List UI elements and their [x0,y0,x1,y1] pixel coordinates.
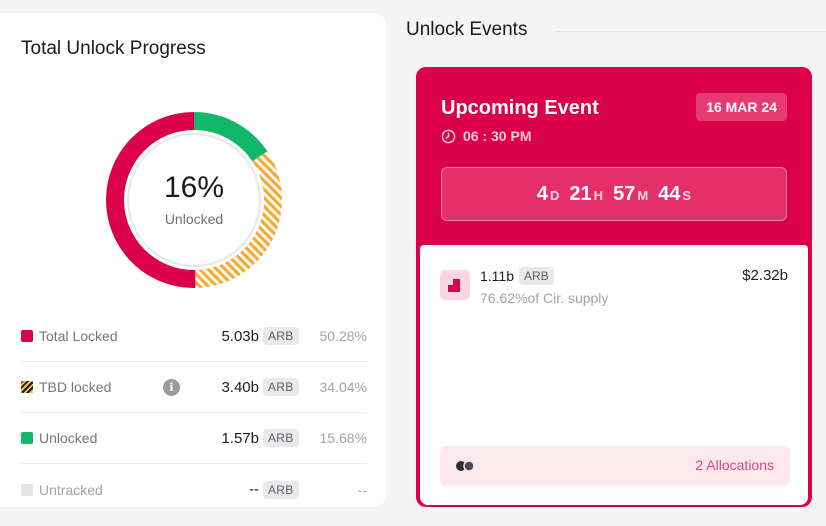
legend-name: Untracked [39,481,103,498]
legend-percent: 34.04% [319,379,367,395]
legend-amount: 1.57b [221,429,259,447]
circulating-supply-pct: 76.62%of Cir. supply [480,290,609,306]
legend-name: Unlocked [39,430,98,446]
event-date-badge: 16 MAR 24 [696,93,787,121]
unlock-category-icon [440,270,470,300]
section-divider [556,31,826,32]
countdown-minutes: 57 M [613,183,648,206]
unlocked-percent: 16% [163,171,225,204]
legend-row-untracked: Untracked -- ARB -- [21,464,367,515]
donut-segment-tbd-locked [106,112,282,288]
countdown-minutes-value: 57 [613,182,636,205]
legend-amount: 3.40b [221,378,259,396]
event-amount-value: 1.11b [480,268,514,284]
token-chip: ARB [263,378,299,396]
unlocked-caption: Unlocked [164,211,224,227]
legend-percent: -- [357,481,367,498]
unlock-progress-donut [106,112,282,288]
event-usd-value: $2.32b [742,267,788,284]
event-amount: 1.11b ARB [480,267,554,285]
clock-icon [441,129,456,143]
countdown-minutes-unit: M [637,187,649,203]
info-icon[interactable]: i [163,378,180,396]
donut-segment-total-locked [106,112,282,288]
countdown-days-value: 4 [536,182,549,205]
token-chip: ARB [263,480,299,499]
legend-row-tbd-locked: TBD locked i 3.40b ARB 34.04% [21,362,367,413]
countdown-hours: 21 H [569,183,603,206]
token-chip: ARB [263,327,299,345]
legend-percent: 15.68% [319,430,367,446]
progress-legend: Total Locked 5.03b ARB 50.28% TBD locked… [21,311,367,515]
token-chip: ARB [519,267,554,285]
countdown-seconds-unit: S [682,187,692,203]
legend-name: TBD locked [39,379,112,395]
unlocked-swatch [21,432,33,444]
countdown-hours-value: 21 [569,182,592,205]
allocations-label: 2 Allocations [695,457,774,473]
progress-title: Total Unlock Progress [21,38,206,59]
tbd-locked-swatch [21,381,33,393]
legend-amount: 5.03b [221,327,259,345]
countdown-seconds-value: 44 [658,182,681,205]
donut-center: 16% Unlocked [106,112,282,288]
event-time-text: 06 : 30 PM [463,128,532,144]
countdown-seconds: 44 S [658,183,691,206]
legend-row-unlocked: Unlocked 1.57b ARB 15.68% [21,413,367,464]
allocation-dots-icon [456,460,475,472]
token-chip: ARB [263,429,299,447]
legend-percent: 50.28% [319,328,367,344]
event-details: 1.11b ARB 76.62%of Cir. supply $2.32b 2 … [420,245,808,505]
unlock-events-title: Unlock Events [406,19,528,40]
untracked-swatch [21,483,33,496]
countdown-days-unit: D [550,187,560,203]
total-unlock-progress-card: Total Unlock Progress 16% Unlocked Total… [0,13,386,507]
countdown-hours-unit: H [593,187,604,203]
legend-amount: -- [249,481,259,498]
legend-name: Total Locked [39,328,118,344]
allocations-button[interactable]: 2 Allocations [440,446,790,486]
upcoming-event-title: Upcoming Event [441,97,599,119]
legend-row-total-locked: Total Locked 5.03b ARB 50.28% [21,311,367,362]
total-locked-swatch [21,330,33,342]
event-time: 06 : 30 PM [441,128,531,144]
